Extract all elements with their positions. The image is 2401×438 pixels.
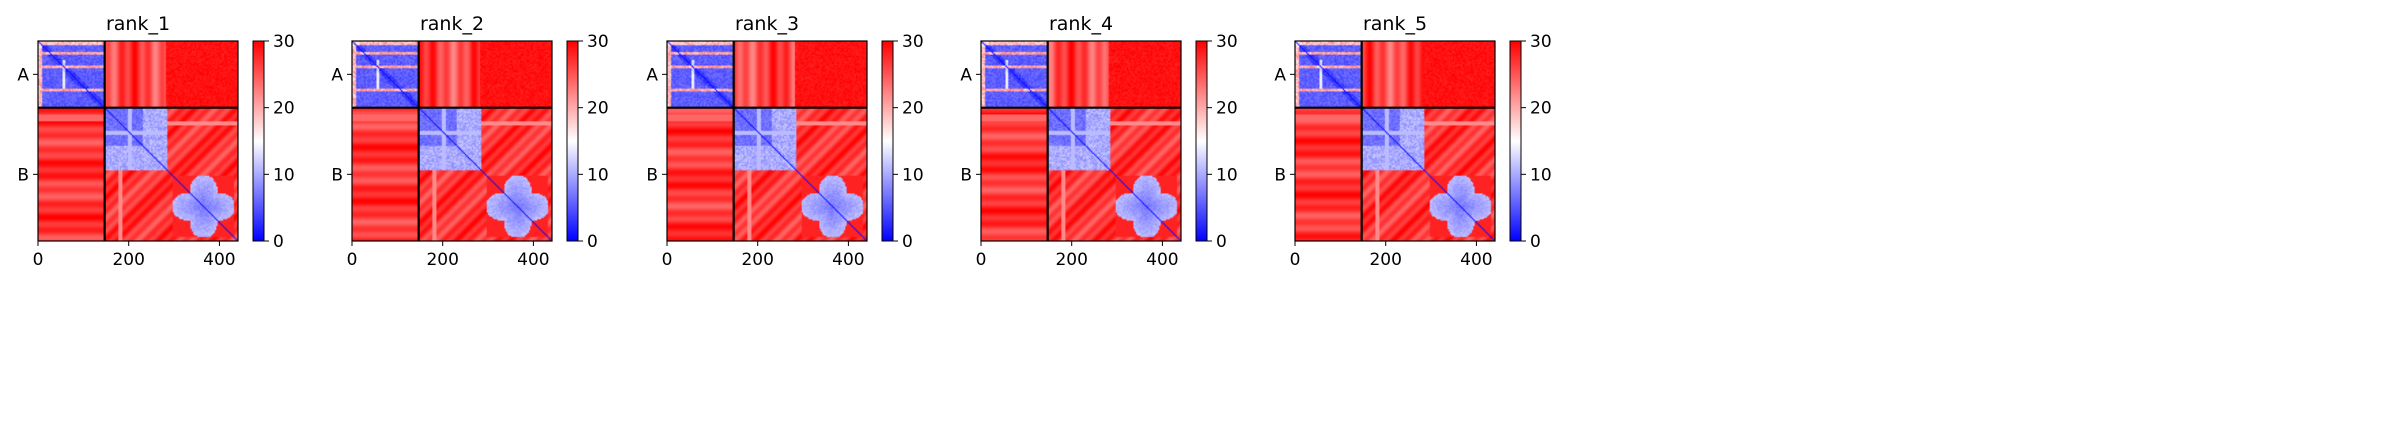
colorbar [1195, 40, 1208, 242]
colorbar-tick-label: 30 [587, 32, 609, 52]
plot-frame [351, 40, 553, 242]
colorbar-tick-label: 30 [902, 32, 924, 52]
colorbar-tick-label: 10 [587, 165, 609, 185]
pae-heatmap [981, 41, 1181, 241]
colorbar-tick-label: 0 [587, 232, 598, 252]
chain-label: B [331, 165, 343, 185]
plot-frame [980, 40, 1182, 242]
colorbar-tick-label: 20 [902, 99, 924, 119]
chain-label: A [1274, 65, 1286, 85]
x-tick-label: 400 [517, 250, 549, 270]
colorbar [566, 40, 579, 242]
panel-1: rank_1 A B 0 200 400 0 10 20 30 [17, 13, 294, 270]
pae-heatmap [667, 41, 867, 241]
panel-5: rank_5 A B 0 200 400 0 10 20 30 [1274, 13, 1551, 270]
x-tick-label: 200 [1369, 250, 1401, 270]
colorbar-tick-label: 0 [273, 232, 284, 252]
x-tick-label: 400 [1146, 250, 1178, 270]
chain-label: B [1274, 165, 1286, 185]
chain-label: A [17, 65, 29, 85]
colorbar-tick-label: 20 [273, 99, 295, 119]
pae-heatmap [1295, 41, 1495, 241]
plot-frame [1294, 40, 1496, 242]
colorbar-tick-label: 20 [1530, 99, 1552, 119]
x-tick-label: 200 [426, 250, 458, 270]
x-tick-label: 200 [112, 250, 144, 270]
panel-title: rank_5 [1363, 13, 1427, 35]
x-tick-label: 400 [832, 250, 864, 270]
colorbar [252, 40, 265, 242]
colorbar-tick-label: 0 [1530, 232, 1541, 252]
colorbar-tick-label: 30 [273, 32, 295, 52]
panel-title: rank_4 [1049, 13, 1113, 35]
colorbar-tick-label: 10 [1530, 165, 1552, 185]
x-tick-label: 200 [1055, 250, 1087, 270]
x-tick-label: 0 [1290, 250, 1301, 270]
colorbar-tick-label: 30 [1530, 32, 1552, 52]
colorbar-tick-label: 30 [1216, 32, 1238, 52]
colorbar-tick-label: 20 [587, 99, 609, 119]
chain-label: B [646, 165, 658, 185]
chain-label: B [960, 165, 972, 185]
colorbar-tick-label: 0 [1216, 232, 1227, 252]
x-tick-label: 400 [203, 250, 235, 270]
x-tick-label: 0 [976, 250, 987, 270]
panel-4: rank_4 A B 0 200 400 0 10 20 30 [960, 13, 1237, 270]
chain-label: A [331, 65, 343, 85]
panel-title: rank_2 [420, 13, 484, 35]
chain-label: B [17, 165, 29, 185]
x-tick-label: 0 [662, 250, 673, 270]
x-tick-label: 0 [347, 250, 358, 270]
panel-3: rank_3 A B 0 200 400 0 10 20 30 [646, 13, 923, 270]
x-tick-label: 200 [741, 250, 773, 270]
colorbar [1509, 40, 1522, 242]
panel-title: rank_1 [106, 13, 170, 35]
plot-frame [37, 40, 239, 242]
x-tick-label: 400 [1460, 250, 1492, 270]
colorbar-tick-label: 10 [273, 165, 295, 185]
colorbar-tick-label: 10 [1216, 165, 1238, 185]
plot-frame [666, 40, 868, 242]
chain-label: A [960, 65, 972, 85]
pae-heatmap [352, 41, 552, 241]
pae-heatmap [38, 41, 238, 241]
colorbar-tick-label: 10 [902, 165, 924, 185]
x-tick-label: 0 [33, 250, 44, 270]
panel-2: rank_2 A B 0 200 400 0 10 20 30 [331, 13, 608, 270]
colorbar [881, 40, 894, 242]
panel-title: rank_3 [735, 13, 799, 35]
colorbar-tick-label: 20 [1216, 99, 1238, 119]
chain-label: A [646, 65, 658, 85]
colorbar-tick-label: 0 [902, 232, 913, 252]
